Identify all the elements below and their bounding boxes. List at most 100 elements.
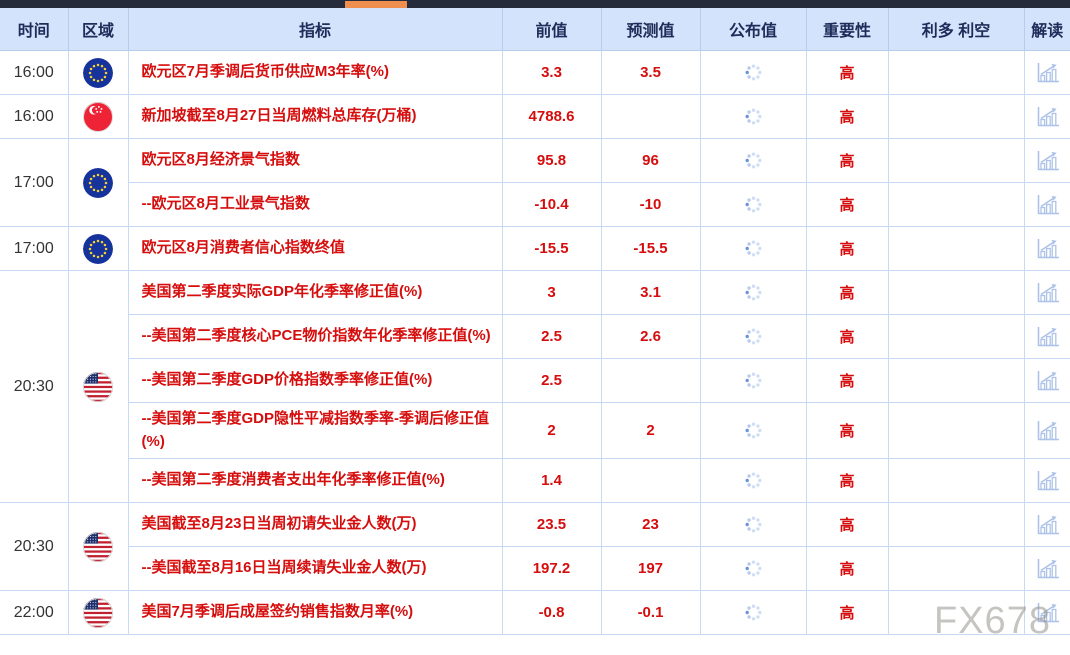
bias-cell [887,182,1025,227]
importance-badge: 高 [805,138,889,183]
time-cell: 20:30 [0,502,69,591]
actual-value-cell [699,590,807,635]
chart-icon[interactable] [1035,194,1060,216]
bias-cell [887,270,1025,315]
column-header-forecast: 预测值 [600,8,701,51]
actual-value-cell [699,402,807,459]
previous-value: 95.8 [501,138,602,183]
previous-value: -10.4 [501,182,602,227]
forecast-value: 96 [600,138,701,183]
chart-icon[interactable] [1035,470,1060,492]
forecast-value: 2 [600,402,701,459]
explain-cell [1023,270,1070,315]
us-flag-icon [83,597,113,628]
loading-spinner-icon [744,151,763,170]
chart-icon[interactable] [1035,326,1060,348]
actual-value-cell [699,358,807,403]
explain-cell [1023,590,1070,635]
bias-cell [887,94,1025,139]
importance-badge: 高 [805,458,889,503]
actual-value-cell [699,270,807,315]
previous-value: -15.5 [501,226,602,271]
loading-spinner-icon [744,515,763,534]
chart-icon[interactable] [1035,420,1060,442]
column-header-region: 区域 [67,8,129,51]
indicator-name: 欧元区7月季调后货币供应M3年率(%) [127,50,503,95]
event-row: --美国第二季度GDP价格指数季率修正值(%) 2.5 高 [0,358,1070,403]
chart-icon[interactable] [1035,602,1060,624]
explain-cell [1023,458,1070,503]
forecast-value: 3.1 [600,270,701,315]
bias-cell [887,402,1025,459]
previous-value: 1.4 [501,458,602,503]
chart-icon[interactable] [1035,558,1060,580]
time-cell: 22:00 [0,590,69,635]
forecast-value [600,94,701,139]
actual-value-cell [699,546,807,591]
importance-badge: 高 [805,226,889,271]
importance-badge: 高 [805,50,889,95]
chart-icon[interactable] [1035,62,1060,84]
watermark: FX678 [934,600,1051,642]
indicator-name: --美国第二季度核心PCE物价指数年化季率修正值(%) [128,314,503,359]
eu-flag-icon [83,233,113,264]
eu-flag-icon [83,57,113,88]
chart-icon[interactable] [1035,238,1060,260]
region-cell [67,50,129,95]
actual-value-cell [699,458,807,503]
explain-cell [1023,50,1070,95]
us-flag-icon [83,371,113,402]
previous-value: 3.3 [501,50,602,95]
indicator-name: --美国第二季度GDP隐性平减指数季率-季调后修正值(%) [128,402,503,459]
event-row: 16:00 新加坡截至8月27日当周燃料总库存(万桶) 4788.6 高 [0,94,1070,139]
loading-spinner-icon [744,195,763,214]
indicator-name: --美国第二季度GDP价格指数季率修正值(%) [128,358,503,403]
forecast-value: 2.6 [600,314,701,359]
explain-cell [1023,546,1070,591]
region-cell [67,270,129,503]
previous-value: 2 [501,402,602,459]
column-header-importance: 重要性 [805,8,889,51]
region-cell [67,94,129,139]
chart-icon[interactable] [1035,106,1060,128]
indicator-name: 美国第二季度实际GDP年化季率修正值(%) [127,270,503,315]
bias-cell [887,358,1025,403]
horizontal-scrollbar[interactable] [0,0,1070,8]
event-row: 16:00 欧元区7月季调后货币供应M3年率(%) 3.3 3.5 高 [0,50,1070,95]
event-row: 22:00 美国7月季调后成屋签约销售指数月率(%) -0.8 -0.1 高 [0,590,1070,635]
forecast-value [600,458,701,503]
column-header-time: 时间 [0,8,69,51]
importance-badge: 高 [805,546,889,591]
region-cell [67,138,129,227]
event-row: 20:30 美国截至8月23日当周初请失业金人数(万) 23.5 23 高 [0,502,1070,591]
importance-badge: 高 [805,94,889,139]
column-header-bias: 利多 利空 [887,8,1025,51]
scrollbar-thumb-icon[interactable] [345,1,407,8]
region-cell [67,226,129,271]
chart-icon[interactable] [1035,370,1060,392]
indicator-name: 美国截至8月23日当周初请失业金人数(万) [127,502,503,547]
event-row: --美国第二季度核心PCE物价指数年化季率修正值(%) 2.5 2.6 高 [0,314,1070,359]
time-cell: 16:00 [0,94,69,139]
time-cell: 17:00 [0,138,69,227]
chart-icon[interactable] [1035,150,1060,172]
event-row: --美国第二季度GDP隐性平减指数季率-季调后修正值(%) 2 2 高 [0,402,1070,459]
indicator-name: --美国第二季度消费者支出年化季率修正值(%) [128,458,503,503]
importance-badge: 高 [805,270,889,315]
event-row: --美国截至8月16日当周续请失业金人数(万) 197.2 197 高 [0,546,1070,591]
loading-spinner-icon [744,327,763,346]
column-header-indicator: 指标 [127,8,503,51]
indicator-name: --美国截至8月16日当周续请失业金人数(万) [128,546,503,591]
column-header-previous: 前值 [501,8,602,51]
forecast-value: -15.5 [600,226,701,271]
region-cell [67,502,129,591]
loading-spinner-icon [744,239,763,258]
singapore-flag-icon [83,101,113,132]
explain-cell [1023,402,1070,459]
chart-icon[interactable] [1035,282,1060,304]
previous-value: 197.2 [501,546,602,591]
event-row: 17:00 欧元区8月经济景气指数 95.8 96 高 [0,138,1070,227]
chart-icon[interactable] [1035,514,1060,536]
header-row: 时间 区域 指标 前值 预测值 公布值 重要性 利多 利空 解读 [0,8,1070,51]
time-cell: 20:30 [0,270,69,503]
